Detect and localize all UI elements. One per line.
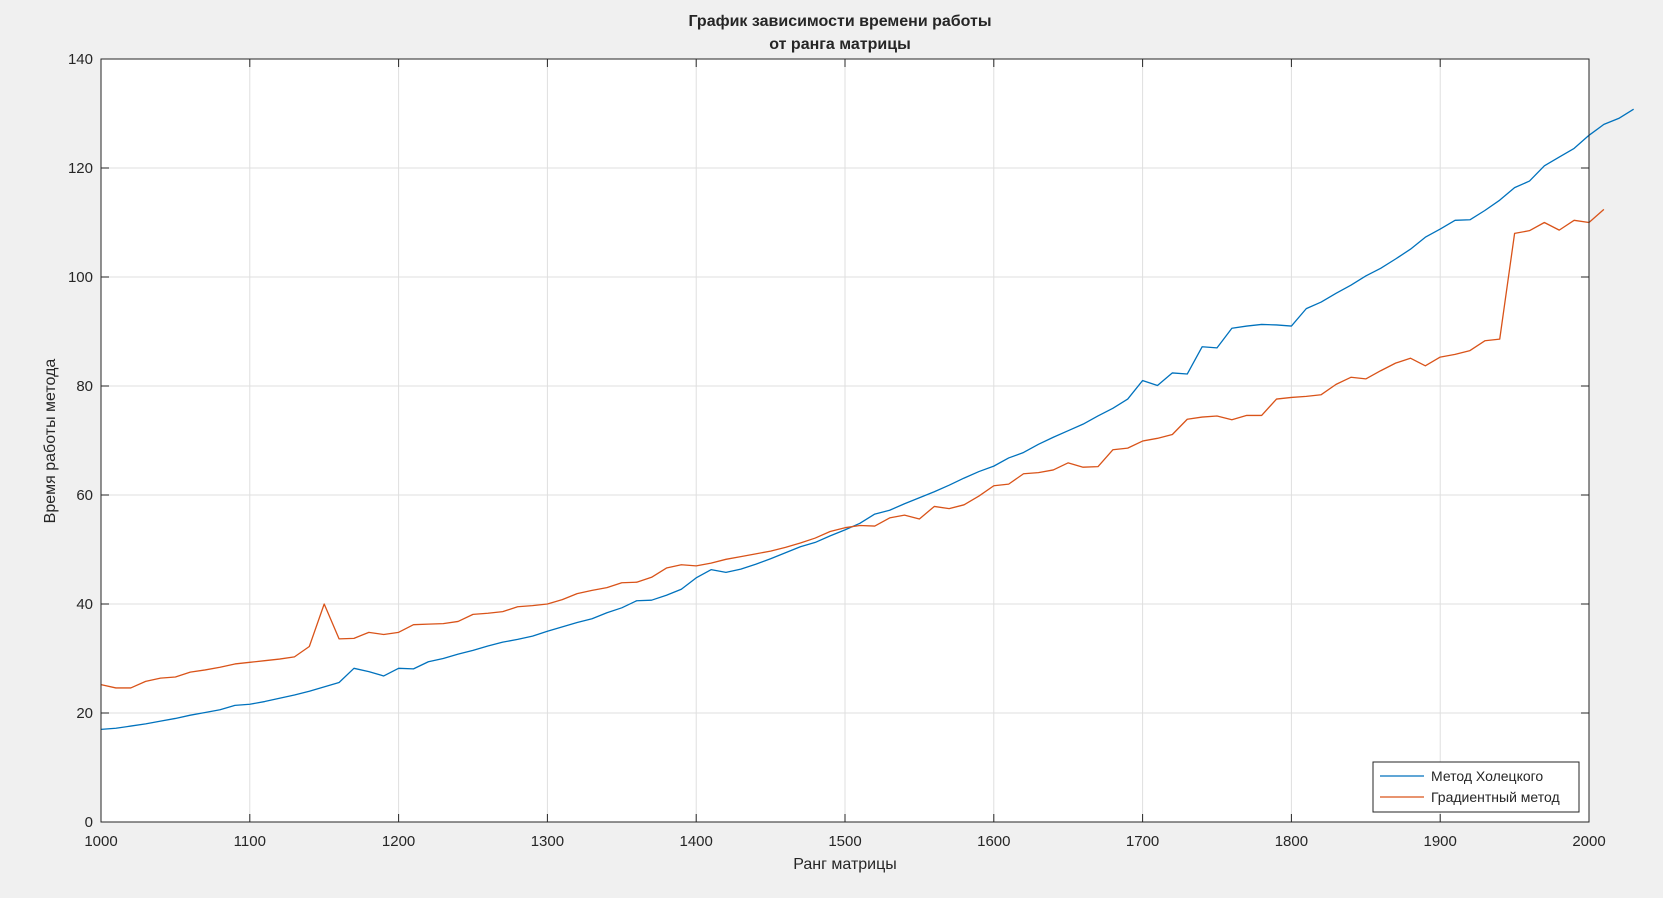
x-tick-label: 1800 bbox=[1275, 833, 1308, 850]
y-tick-label: 0 bbox=[85, 814, 93, 831]
x-tick-label: 1100 bbox=[234, 833, 266, 850]
legend: Метод Холецкого Градиентный метод bbox=[1372, 761, 1580, 813]
series-line-1 bbox=[100, 208, 1605, 689]
chart-title-line-1: График зависимости времени работы bbox=[688, 13, 991, 30]
series-line-0 bbox=[100, 108, 1634, 730]
x-tick-label: 1500 bbox=[828, 833, 861, 850]
y-tick-label: 20 bbox=[76, 705, 93, 722]
plot-area: 1000 1100 1200 1300 1400 1500 1600 1700 1800 1900… bbox=[68, 51, 1634, 850]
x-tick-label: 1300 bbox=[531, 833, 564, 850]
y-tick-label: 140 bbox=[68, 51, 93, 68]
y-tick-label: 40 bbox=[76, 596, 93, 613]
y-axis-label: Время работы метода bbox=[42, 359, 59, 524]
x-tick-label: 1200 bbox=[382, 833, 415, 850]
x-tick-label: 1400 bbox=[680, 833, 713, 850]
x-tick-label: 1000 bbox=[84, 833, 117, 850]
y-tick-label: 100 bbox=[68, 269, 93, 286]
legend-entry-series-1: Градиентный метод bbox=[1431, 789, 1560, 805]
x-tick-label: 1900 bbox=[1424, 833, 1457, 850]
legend-entry-series-0: Метод Холецкого bbox=[1431, 768, 1543, 784]
y-tick-label: 60 bbox=[76, 487, 93, 504]
legend-box bbox=[1372, 761, 1580, 813]
x-tick-label: 1600 bbox=[977, 833, 1010, 850]
chart-title-line-2: от ранга матрицы bbox=[769, 36, 910, 53]
series-layer bbox=[100, 108, 1634, 730]
x-tick-label: 1700 bbox=[1126, 833, 1159, 850]
y-tick-label: 120 bbox=[68, 160, 93, 177]
x-axis-label: Ранг матрицы bbox=[793, 856, 897, 873]
y-tick-label: 80 bbox=[76, 378, 93, 395]
ticks: 1000 1100 1200 1300 1400 1500 1600 1700 1800 1900… bbox=[68, 51, 1606, 850]
x-tick-label: 2000 bbox=[1572, 833, 1605, 850]
